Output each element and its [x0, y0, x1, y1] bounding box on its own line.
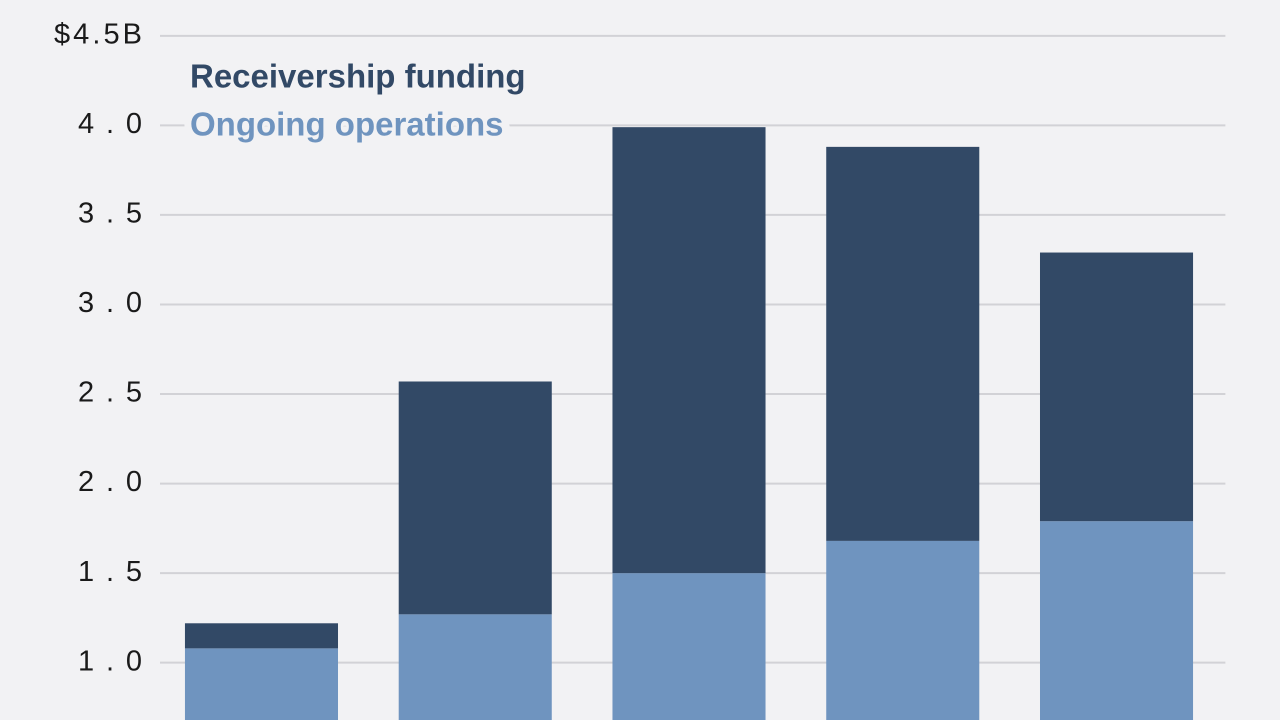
- bar-segment: [612, 573, 766, 720]
- y-tick-label: 2.0: [78, 466, 142, 498]
- bar-segment: [184, 648, 339, 720]
- bar-segment: [398, 381, 552, 615]
- y-tick-label: 3.5: [78, 198, 142, 230]
- bar-segment: [1039, 252, 1194, 522]
- legend-entry: Ongoing operations: [190, 106, 503, 143]
- bar-segment: [612, 127, 766, 574]
- y-tick-label: 1.5: [78, 556, 142, 588]
- y-tick-label: 1.0: [78, 645, 142, 677]
- bar-segment: [184, 623, 339, 649]
- bar-segment: [826, 146, 980, 541]
- legend-entry: Receivership funding: [190, 58, 526, 95]
- y-tick-label: 2.5: [78, 377, 142, 409]
- bar-segment: [398, 614, 552, 720]
- bar-segment: [1039, 521, 1194, 720]
- y-tick-label: 4.0: [78, 108, 142, 140]
- y-tick-label: $4.5B: [54, 18, 142, 50]
- bar-segment: [826, 540, 980, 720]
- y-tick-label: 3.0: [78, 287, 142, 319]
